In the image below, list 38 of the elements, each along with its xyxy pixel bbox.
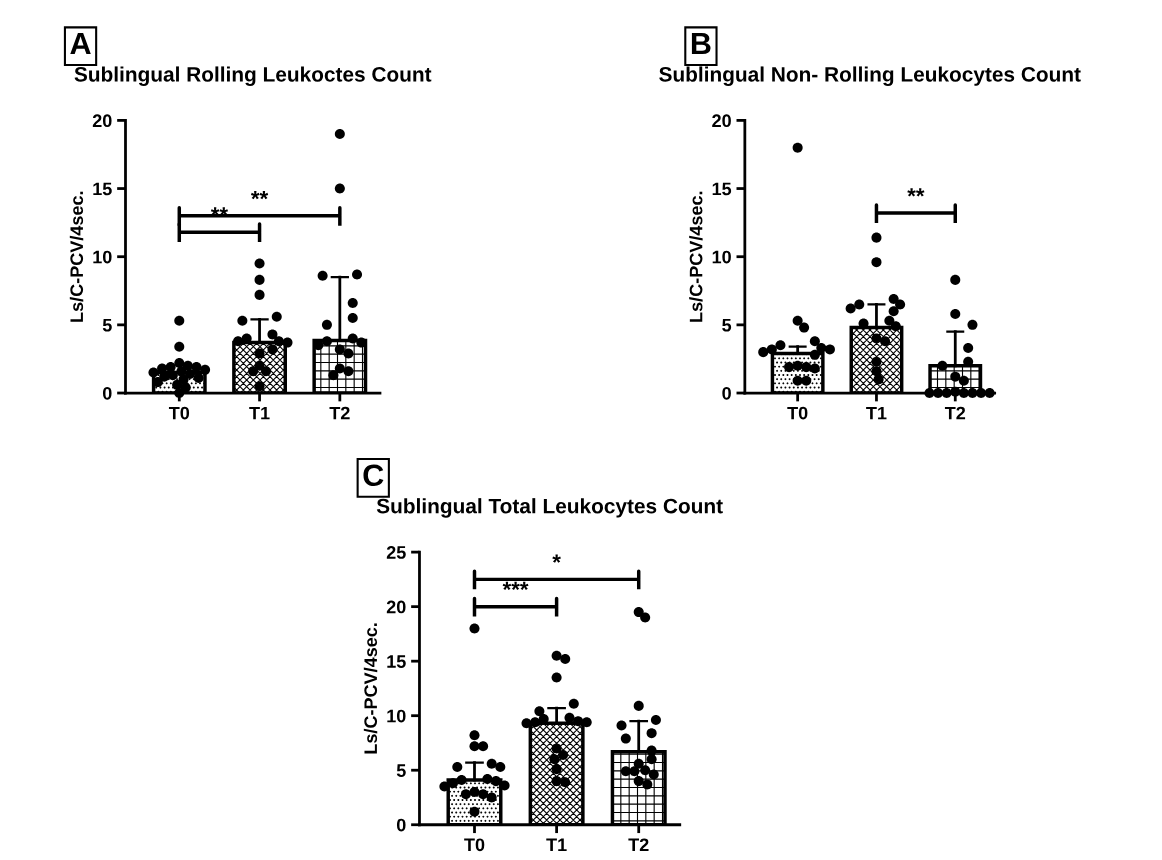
x-tick-label: T1 (546, 838, 567, 852)
y-tick-label: 20 (92, 114, 112, 128)
y-tick-label: 0 (396, 818, 406, 832)
x-tick-label: T0 (787, 406, 808, 420)
y-tick-label: 10 (387, 709, 406, 723)
y-tick-label: 0 (102, 386, 112, 400)
y-tick-label: 15 (93, 182, 112, 196)
y-tick-label: 5 (722, 318, 732, 332)
annotation: ** (250, 191, 269, 200)
y-tick-label: 10 (712, 250, 731, 264)
y-axis-title: Ls/C-PCV/4sec. (689, 191, 703, 322)
y-tick-label: 0 (722, 386, 731, 400)
y-tick-label: 5 (102, 318, 112, 332)
y-axis-title: Ls/C-PCV/4sec. (69, 191, 84, 322)
chart-title: Sublingual Total Leukocytes Count (376, 498, 723, 518)
y-tick-label: 20 (386, 600, 406, 614)
annotation: ** (907, 188, 925, 197)
x-tick-label: T2 (944, 406, 966, 420)
x-tick-label: T0 (168, 406, 190, 420)
y-tick-label: 15 (387, 655, 406, 668)
chart-title: Sublingual Non- Rolling Leukocytes Count (659, 66, 1081, 86)
x-tick-label: T2 (628, 838, 649, 852)
x-tick-label: T2 (329, 406, 350, 420)
y-tick-label: 10 (93, 250, 112, 264)
x-tick-label: T0 (464, 838, 485, 852)
x-tick-label: T1 (866, 406, 887, 420)
chart-title: Sublingual Rolling Leukoctes Count (74, 66, 432, 86)
text: B (691, 33, 711, 55)
y-tick-label: 15 (712, 182, 732, 196)
y-axis-title: Ls/C-PCV/4sec. (363, 623, 378, 754)
annotation: * (552, 554, 561, 563)
x-tick-label: T1 (249, 406, 270, 420)
text: A (70, 33, 91, 55)
annotation: *** (502, 581, 529, 591)
text: C (363, 464, 384, 487)
y-tick-label: 20 (712, 114, 731, 128)
y-tick-label: 25 (386, 546, 406, 559)
y-tick-label: 5 (396, 764, 406, 777)
